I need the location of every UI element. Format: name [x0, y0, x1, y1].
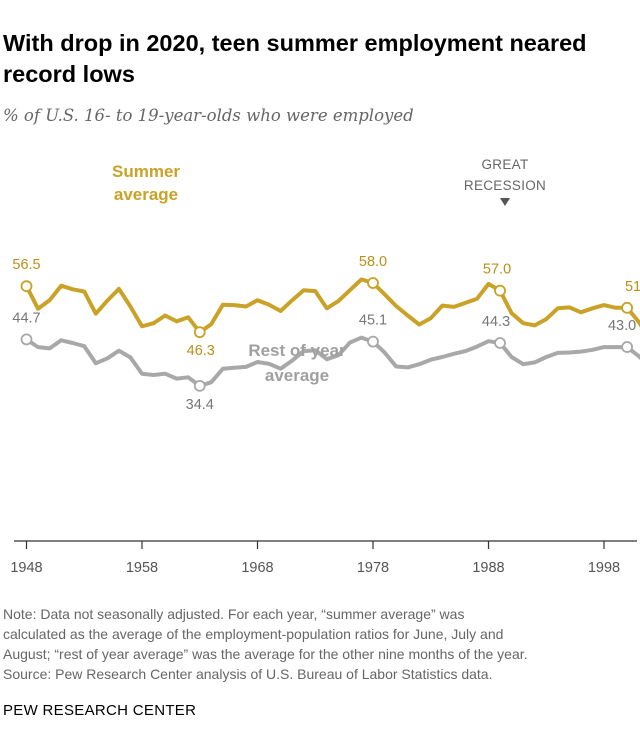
- summer-value-label: 58.0: [359, 254, 387, 270]
- line-chart: GREATRECESSION19481958196819781988199820…: [10, 157, 640, 576]
- rest-series-name-line2: average: [265, 366, 329, 385]
- rest-value-label: 34.4: [186, 397, 214, 413]
- summer-marker: [193, 326, 206, 339]
- chart-subtitle: % of U.S. 16- to 19-year-olds who were e…: [3, 106, 414, 125]
- rest-series-name-line1: Rest of year: [248, 341, 346, 360]
- summer-marker: [494, 284, 506, 297]
- recession-arrow: [500, 198, 510, 206]
- x-tick-label: 1968: [241, 560, 273, 576]
- rest-value-label: 44.3: [482, 314, 510, 330]
- summer-value-label: 56.5: [12, 257, 40, 273]
- rest-value-label: 44.7: [12, 310, 40, 326]
- note-line: August; “rest of year average” was the a…: [3, 646, 528, 662]
- chart-title: With drop in 2020, teen summer employmen…: [3, 30, 587, 87]
- source-line: Source: Pew Research Center analysis of …: [3, 666, 493, 682]
- rest-value-label: 43.0: [608, 318, 636, 334]
- x-tick-label: 1978: [357, 560, 389, 576]
- x-tick-label: 1998: [588, 560, 620, 576]
- recession-label-line1: GREAT: [481, 157, 528, 172]
- rest-marker: [193, 379, 206, 392]
- rest-marker: [20, 333, 33, 346]
- rest-marker: [621, 341, 633, 353]
- summer-marker: [367, 277, 379, 289]
- recession-label-line2: RECESSION: [464, 178, 546, 193]
- summer-marker: [621, 301, 633, 314]
- summer-value-label: 46.3: [187, 343, 215, 359]
- rest-marker: [367, 335, 379, 348]
- note-line: Note: Data not seasonally adjusted. For …: [3, 606, 465, 622]
- rest-value-label: 45.1: [359, 313, 387, 329]
- x-tick-label: 1988: [472, 560, 504, 576]
- rest-series-line: [24, 335, 640, 388]
- summer-value-label: 57.0: [483, 262, 511, 278]
- note-line: calculated as the average of the employm…: [3, 626, 504, 642]
- x-tick-label: 1948: [10, 560, 42, 576]
- summer-marker: [20, 280, 33, 293]
- chart-note: Note: Data not seasonally adjusted. For …: [3, 604, 637, 684]
- x-tick-label: 1958: [126, 560, 158, 576]
- brand-footer: PEW RESEARCH CENTER: [3, 702, 197, 719]
- rest-marker: [494, 337, 506, 349]
- summer-value-label: 51.7: [625, 279, 640, 295]
- summer-series-line: [24, 277, 640, 335]
- summer-series-name-line2: average: [114, 185, 178, 204]
- summer-series-name-line1: Summer: [112, 162, 180, 181]
